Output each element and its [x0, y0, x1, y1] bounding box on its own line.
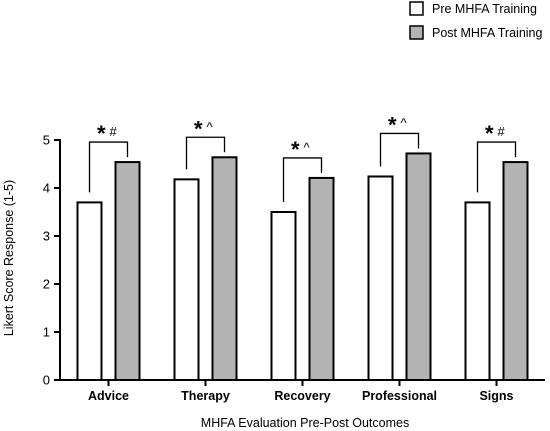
x-tick-label: Professional [362, 389, 437, 403]
x-tick-label: Therapy [181, 389, 230, 403]
bar-pre [76, 201, 103, 381]
significance-star: * [194, 116, 203, 141]
significance-annotations: * # * ^ * ^ * ^ * # [88, 112, 517, 202]
significance-bracket [88, 141, 129, 193]
significance-star: * [485, 121, 494, 146]
y-tick-label: 1 [43, 325, 50, 340]
x-axis-title: MHFA Evaluation Pre-Post Outcomes [201, 416, 409, 430]
y-tick-label: 2 [43, 277, 50, 292]
bar-post [405, 152, 432, 381]
x-tick-label: Recovery [274, 389, 330, 403]
bar-pre [270, 211, 297, 381]
significance-bracket [379, 132, 420, 167]
significance-mark: ^ [401, 115, 408, 130]
bar-post [308, 176, 335, 381]
bar-pre [173, 178, 200, 381]
y-tick-label: 5 [43, 133, 50, 148]
significance-mark: # [498, 124, 506, 139]
bar-post [114, 161, 141, 381]
y-tick-label: 3 [43, 229, 50, 244]
y-tick-label: 0 [43, 373, 50, 388]
bar-pre [367, 175, 394, 381]
bars: Advice Therapy Recovery Professional Signs [76, 152, 529, 403]
legend: Pre MHFA Training Post MHFA Training [409, 1, 543, 40]
significance-mark: # [110, 124, 118, 139]
bar-post [502, 161, 529, 381]
significance-star: * [388, 112, 397, 137]
significance-mark: ^ [207, 119, 214, 134]
y-axis-title: Likert Score Response (1-5) [2, 180, 16, 336]
legend-swatch-pre [409, 1, 424, 16]
significance-star: * [97, 121, 106, 146]
significance-bracket [476, 141, 517, 193]
significance-mark: ^ [304, 140, 311, 155]
bar-post [211, 156, 238, 381]
legend-swatch-post [409, 25, 424, 40]
legend-label-post: Post MHFA Training [432, 26, 543, 40]
bar-pre [464, 201, 491, 381]
significance-bracket [282, 157, 323, 202]
y-tick-label: 4 [43, 181, 50, 196]
x-tick-label: Signs [479, 389, 513, 403]
significance-star: * [291, 137, 300, 162]
x-tick-label: Advice [88, 389, 129, 403]
significance-bracket [185, 136, 226, 170]
legend-label-pre: Pre MHFA Training [432, 2, 537, 16]
